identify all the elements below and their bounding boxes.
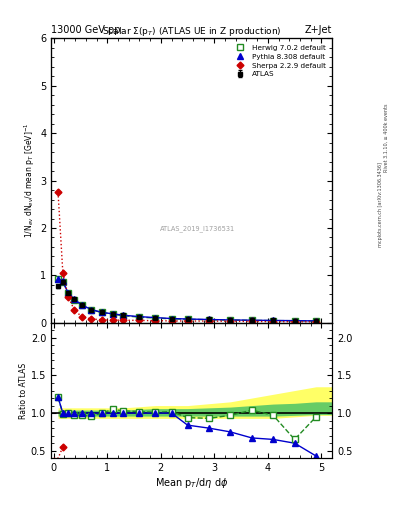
- Pythia 8.308 default: [89, 307, 94, 313]
- Sherpa 2.2.9 default: [250, 318, 254, 325]
- Pythia 8.308 default: [56, 275, 61, 282]
- Herwig 7.0.2 default: [250, 317, 254, 324]
- Pythia 8.308 default: [169, 315, 174, 322]
- Sherpa 2.2.9 default: [99, 316, 104, 323]
- Pythia 8.308 default: [137, 313, 142, 319]
- Herwig 7.0.2 default: [153, 315, 158, 321]
- Sherpa 2.2.9 default: [185, 318, 190, 324]
- Sherpa 2.2.9 default: [61, 270, 65, 276]
- Herwig 7.0.2 default: [121, 313, 126, 319]
- X-axis label: Mean p$_T$/d$\eta$ d$\phi$: Mean p$_T$/d$\eta$ d$\phi$: [155, 476, 228, 490]
- Herwig 7.0.2 default: [228, 317, 233, 323]
- Text: ATLAS_2019_I1736531: ATLAS_2019_I1736531: [160, 226, 235, 232]
- Sherpa 2.2.9 default: [292, 318, 297, 325]
- Herwig 7.0.2 default: [66, 290, 71, 296]
- Pythia 8.308 default: [99, 309, 104, 315]
- Line: Herwig 7.0.2 default: Herwig 7.0.2 default: [55, 276, 319, 324]
- Sherpa 2.2.9 default: [66, 294, 71, 300]
- Sherpa 2.2.9 default: [314, 319, 318, 325]
- Pythia 8.308 default: [207, 316, 211, 323]
- Y-axis label: 1/N$_{ev}$ dN$_{ev}$/d mean p$_T$ [GeV]$^{-1}$: 1/N$_{ev}$ dN$_{ev}$/d mean p$_T$ [GeV]$…: [23, 123, 37, 239]
- Pythia 8.308 default: [61, 278, 65, 284]
- Pythia 8.308 default: [72, 296, 77, 302]
- Y-axis label: Ratio to ATLAS: Ratio to ATLAS: [19, 362, 28, 419]
- Sherpa 2.2.9 default: [72, 307, 77, 313]
- Herwig 7.0.2 default: [79, 302, 84, 308]
- Text: mcplots.cern.ch [arXiv:1306.3436]: mcplots.cern.ch [arXiv:1306.3436]: [378, 162, 383, 247]
- Sherpa 2.2.9 default: [207, 318, 211, 324]
- Pythia 8.308 default: [79, 302, 84, 308]
- Pythia 8.308 default: [66, 290, 71, 296]
- Sherpa 2.2.9 default: [228, 318, 233, 325]
- Herwig 7.0.2 default: [56, 275, 61, 282]
- Text: Rivet 3.1.10, ≥ 400k events: Rivet 3.1.10, ≥ 400k events: [384, 104, 388, 173]
- Sherpa 2.2.9 default: [137, 317, 142, 324]
- Text: Z+Jet: Z+Jet: [305, 25, 332, 35]
- Sherpa 2.2.9 default: [121, 317, 126, 323]
- Pythia 8.308 default: [153, 314, 158, 321]
- Text: 13000 GeV pp: 13000 GeV pp: [51, 25, 121, 35]
- Pythia 8.308 default: [228, 317, 233, 323]
- Title: Scalar $\Sigma$(p$_T$) (ATLAS UE in Z production): Scalar $\Sigma$(p$_T$) (ATLAS UE in Z pr…: [102, 25, 281, 38]
- Line: Sherpa 2.2.9 default: Sherpa 2.2.9 default: [56, 190, 318, 324]
- Herwig 7.0.2 default: [169, 316, 174, 322]
- Line: Pythia 8.308 default: Pythia 8.308 default: [55, 276, 319, 324]
- Sherpa 2.2.9 default: [271, 318, 275, 325]
- Sherpa 2.2.9 default: [79, 313, 84, 319]
- Herwig 7.0.2 default: [99, 309, 104, 315]
- Herwig 7.0.2 default: [292, 317, 297, 324]
- Sherpa 2.2.9 default: [56, 189, 61, 196]
- Sherpa 2.2.9 default: [89, 316, 94, 322]
- Pythia 8.308 default: [292, 317, 297, 324]
- Herwig 7.0.2 default: [137, 314, 142, 320]
- Pythia 8.308 default: [250, 317, 254, 323]
- Pythia 8.308 default: [110, 311, 115, 317]
- Sherpa 2.2.9 default: [153, 317, 158, 324]
- Sherpa 2.2.9 default: [110, 317, 115, 323]
- Herwig 7.0.2 default: [110, 311, 115, 317]
- Sherpa 2.2.9 default: [169, 318, 174, 324]
- Pythia 8.308 default: [185, 316, 190, 322]
- Herwig 7.0.2 default: [61, 279, 65, 285]
- Pythia 8.308 default: [121, 312, 126, 318]
- Herwig 7.0.2 default: [271, 317, 275, 324]
- Legend: Herwig 7.0.2 default, Pythia 8.308 default, Sherpa 2.2.9 default, ATLAS: Herwig 7.0.2 default, Pythia 8.308 defau…: [228, 42, 329, 80]
- Herwig 7.0.2 default: [314, 318, 318, 324]
- Pythia 8.308 default: [271, 317, 275, 324]
- Herwig 7.0.2 default: [89, 307, 94, 313]
- Herwig 7.0.2 default: [72, 296, 77, 303]
- Herwig 7.0.2 default: [207, 316, 211, 323]
- Pythia 8.308 default: [314, 318, 318, 324]
- Herwig 7.0.2 default: [185, 316, 190, 323]
